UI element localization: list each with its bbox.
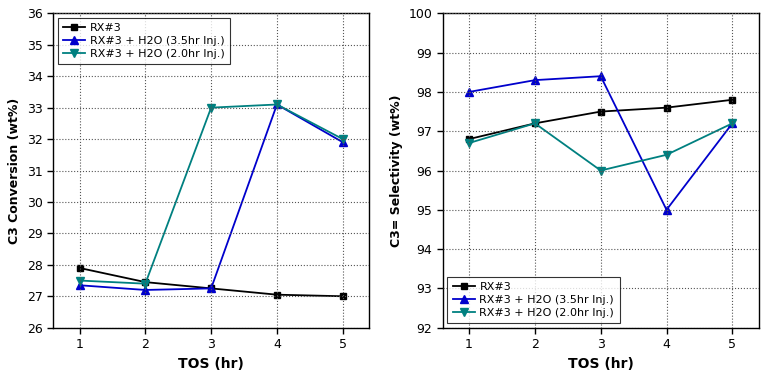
Legend: RX#3, RX#3 + H2O (3.5hr Inj.), RX#3 + H2O (2.0hr Inj.): RX#3, RX#3 + H2O (3.5hr Inj.), RX#3 + H2… [447,277,620,323]
RX#3 + H2O (2.0hr Inj.) [206,105,216,110]
RX#3 + H2O (3.5hr Inj.) [465,90,474,94]
RX#3 [206,286,216,291]
RX#3 + H2O (2.0hr Inj.) [272,102,281,107]
RX#3 [728,97,737,102]
RX#3 [530,121,539,125]
Line: RX#3 + H2O (3.5hr Inj.): RX#3 + H2O (3.5hr Inj.) [75,100,347,294]
RX#3 + H2O (2.0hr Inj.) [465,141,474,145]
Line: RX#3 + H2O (2.0hr Inj.): RX#3 + H2O (2.0hr Inj.) [465,119,736,175]
RX#3 [75,266,84,270]
RX#3 [662,105,671,110]
RX#3 [272,293,281,297]
RX#3 [338,294,347,299]
RX#3 + H2O (3.5hr Inj.) [530,78,539,82]
Y-axis label: C3= Selectivity (wt%): C3= Selectivity (wt%) [390,94,403,247]
Y-axis label: C3 Conversion (wt%): C3 Conversion (wt%) [8,97,21,244]
RX#3 + H2O (3.5hr Inj.) [75,283,84,288]
X-axis label: TOS (hr): TOS (hr) [568,357,634,371]
RX#3 + H2O (2.0hr Inj.) [728,121,737,125]
Line: RX#3 + H2O (2.0hr Inj.): RX#3 + H2O (2.0hr Inj.) [75,100,347,288]
RX#3 + H2O (2.0hr Inj.) [662,152,671,157]
RX#3 + H2O (3.5hr Inj.) [338,140,347,144]
RX#3 + H2O (3.5hr Inj.) [206,286,216,291]
RX#3 + H2O (3.5hr Inj.) [140,288,150,292]
RX#3 [596,109,605,114]
X-axis label: TOS (hr): TOS (hr) [178,357,244,371]
RX#3 + H2O (2.0hr Inj.) [75,278,84,283]
Line: RX#3: RX#3 [466,96,736,143]
RX#3 [140,280,150,284]
RX#3 [465,137,474,141]
RX#3 + H2O (3.5hr Inj.) [662,208,671,212]
RX#3 + H2O (2.0hr Inj.) [596,168,605,173]
Line: RX#3 + H2O (3.5hr Inj.): RX#3 + H2O (3.5hr Inj.) [465,72,736,214]
Legend: RX#3, RX#3 + H2O (3.5hr Inj.), RX#3 + H2O (2.0hr Inj.): RX#3, RX#3 + H2O (3.5hr Inj.), RX#3 + H2… [58,18,230,64]
Line: RX#3: RX#3 [76,265,346,300]
RX#3 + H2O (3.5hr Inj.) [272,102,281,107]
RX#3 + H2O (2.0hr Inj.) [140,282,150,286]
RX#3 + H2O (2.0hr Inj.) [530,121,539,125]
RX#3 + H2O (3.5hr Inj.) [728,121,737,125]
RX#3 + H2O (2.0hr Inj.) [338,137,347,141]
RX#3 + H2O (3.5hr Inj.) [596,74,605,78]
